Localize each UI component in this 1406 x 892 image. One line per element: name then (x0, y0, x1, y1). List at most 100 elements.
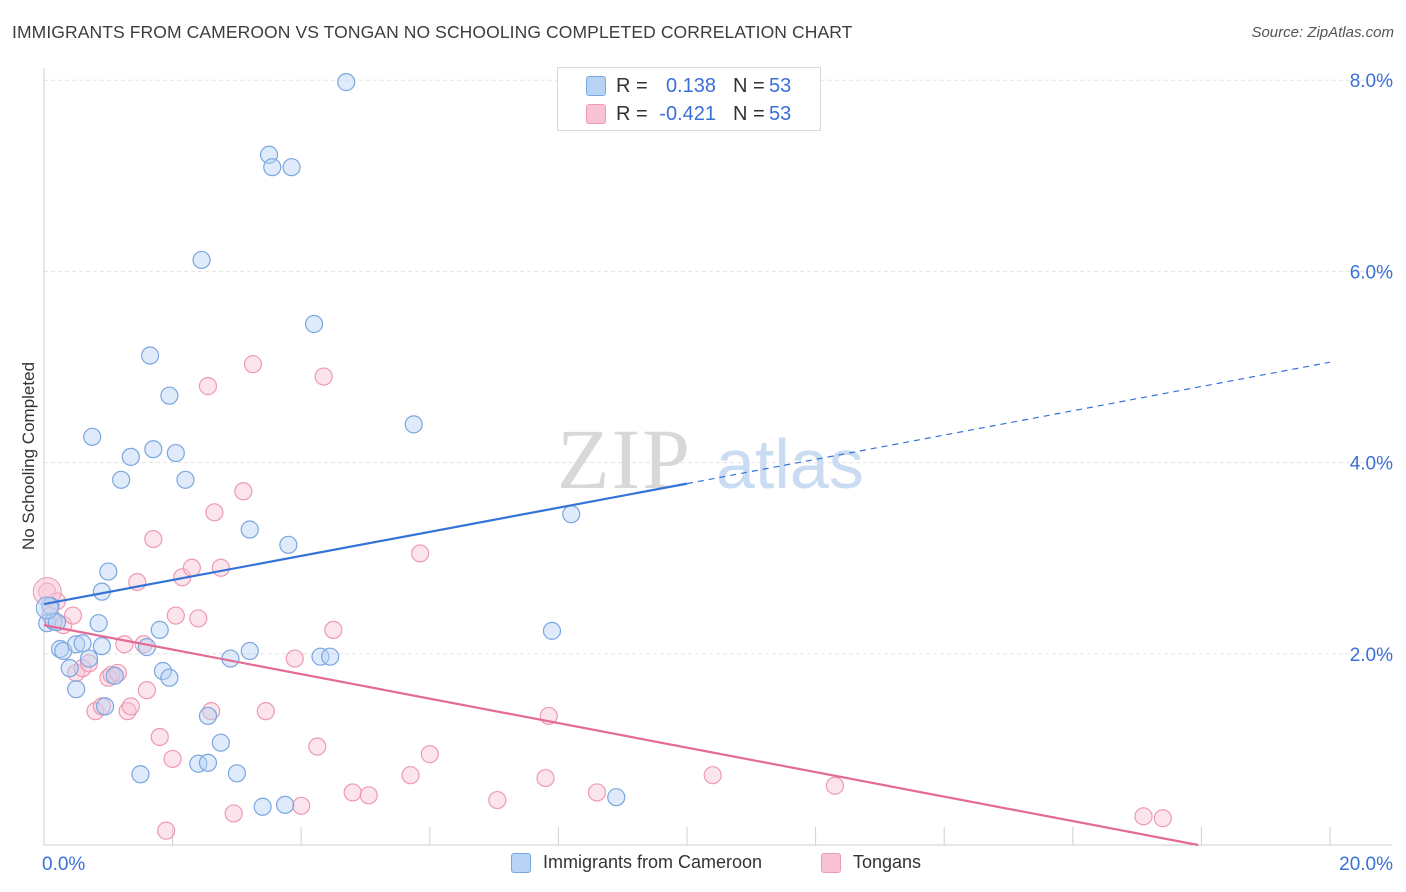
cameroon-point (198, 706, 218, 726)
tongans-point (703, 766, 722, 785)
stats-row-tongans: R = -0.421 N = 53 (558, 100, 820, 128)
cameroon-point (160, 668, 179, 687)
cameroon-point (73, 634, 92, 653)
y-tick-label: 6.0% (1350, 262, 1393, 283)
cameroon-point (189, 754, 208, 773)
cameroon-point (211, 733, 230, 752)
n-value: 53 (769, 74, 792, 97)
cameroon-point (227, 764, 246, 783)
tongans-point (150, 727, 169, 747)
tongans-point (63, 606, 83, 625)
tongans-point (488, 790, 507, 810)
cameroon-point (404, 415, 423, 434)
cameroon-point (137, 638, 156, 657)
cameroon-point (105, 666, 124, 685)
cameroon-point (276, 795, 295, 814)
cameroon-point (144, 440, 163, 459)
cameroon-point (160, 386, 179, 405)
blue-swatch (586, 76, 606, 96)
cameroon-point (89, 614, 108, 633)
y-axis-label: No Schooling Completed (19, 362, 38, 550)
tongans-point (224, 804, 243, 823)
stats-row-cameroon: R = 0.138 N = 53 (558, 72, 820, 100)
watermark-zip: ZIP (557, 411, 692, 507)
source-label: Source: ZipAtlas.com (1251, 24, 1394, 41)
tongans-point (308, 737, 327, 756)
tongans-point (163, 749, 182, 769)
tongans-point (292, 796, 311, 815)
y-tick-label: 2.0% (1350, 645, 1393, 666)
legend-item-tongans[interactable]: Tongans (821, 852, 921, 873)
cameroon-point (67, 680, 86, 699)
tongans-point (324, 620, 343, 640)
tongans-point (157, 821, 176, 840)
tongans-point (256, 702, 275, 721)
cameroon-point (121, 447, 140, 466)
cameroon-point (337, 73, 356, 92)
tongans-point (536, 768, 555, 788)
tongans-point (198, 377, 218, 396)
cameroon-point (279, 535, 298, 554)
tongans-point (243, 355, 263, 374)
tongans-point (343, 783, 362, 802)
tongans-point (411, 544, 430, 563)
cameroon-point (198, 753, 218, 772)
axes (43, 68, 1392, 846)
cameroon-point (192, 250, 211, 270)
tongans-point (108, 663, 128, 683)
cameroon-point (79, 649, 99, 668)
cameroon-point (304, 314, 324, 334)
legend-label-cameroon: Immigrants from Cameroon (543, 852, 763, 872)
tongans-point (314, 367, 333, 386)
tongans-point (99, 668, 118, 687)
cameroon-point (112, 470, 131, 489)
tick-labels: 2.0% 4.0% 6.0% 8.0% 0.0% 20.0% (42, 71, 1393, 875)
tongans-point (285, 649, 304, 668)
cameroon-point (166, 443, 185, 463)
tongans-point (182, 558, 201, 577)
pink-swatch (821, 852, 841, 873)
cameroon-point-cluster (35, 596, 59, 620)
cameroon-point (131, 765, 150, 784)
r-value: 0.138 (665, 74, 716, 97)
tongans-point (587, 783, 607, 802)
pink-swatch (586, 104, 606, 124)
n-label: N = (733, 74, 765, 97)
tongans-point (1134, 807, 1153, 826)
x-tick-label-min: 0.0% (42, 854, 85, 875)
cameroon-point (542, 621, 562, 640)
cameroon-point (99, 562, 118, 581)
cameroon-point (311, 647, 330, 666)
tongans-point (189, 609, 208, 628)
chart-title: IMMIGRANTS FROM CAMEROON VS TONGAN NO SC… (12, 22, 853, 42)
blue-swatch (511, 852, 531, 873)
cameroon-point (321, 647, 340, 666)
cameroon-point (607, 788, 626, 807)
tongans-point (79, 654, 99, 673)
tongans-point (211, 558, 230, 577)
n-label: N = (733, 102, 765, 125)
tongans-point (401, 766, 420, 785)
cameroon-point (253, 797, 272, 816)
legend-label-tongans: Tongans (853, 852, 922, 872)
r-label: R = (616, 74, 648, 97)
tongans-point (144, 529, 163, 549)
trend-lines (43, 361, 1331, 847)
tongans-point (825, 776, 844, 795)
tongans-point (166, 606, 185, 625)
tongans-points (32, 355, 1172, 840)
cameroon-point (240, 641, 259, 661)
tongans-point (359, 786, 378, 805)
cameroon-point (150, 620, 169, 640)
y-tick-label: 8.0% (1350, 71, 1393, 92)
cameroon-point (153, 661, 173, 681)
n-value: 53 (769, 102, 792, 125)
cameroon-point (83, 427, 102, 446)
tongans-point (420, 745, 439, 764)
legend-item-cameroon[interactable]: Immigrants from Cameroon (511, 852, 762, 873)
r-label: R = (616, 102, 648, 125)
tongans-point (234, 482, 253, 501)
x-tick-label-max: 20.0% (1339, 854, 1393, 875)
cameroon-point (176, 470, 195, 489)
